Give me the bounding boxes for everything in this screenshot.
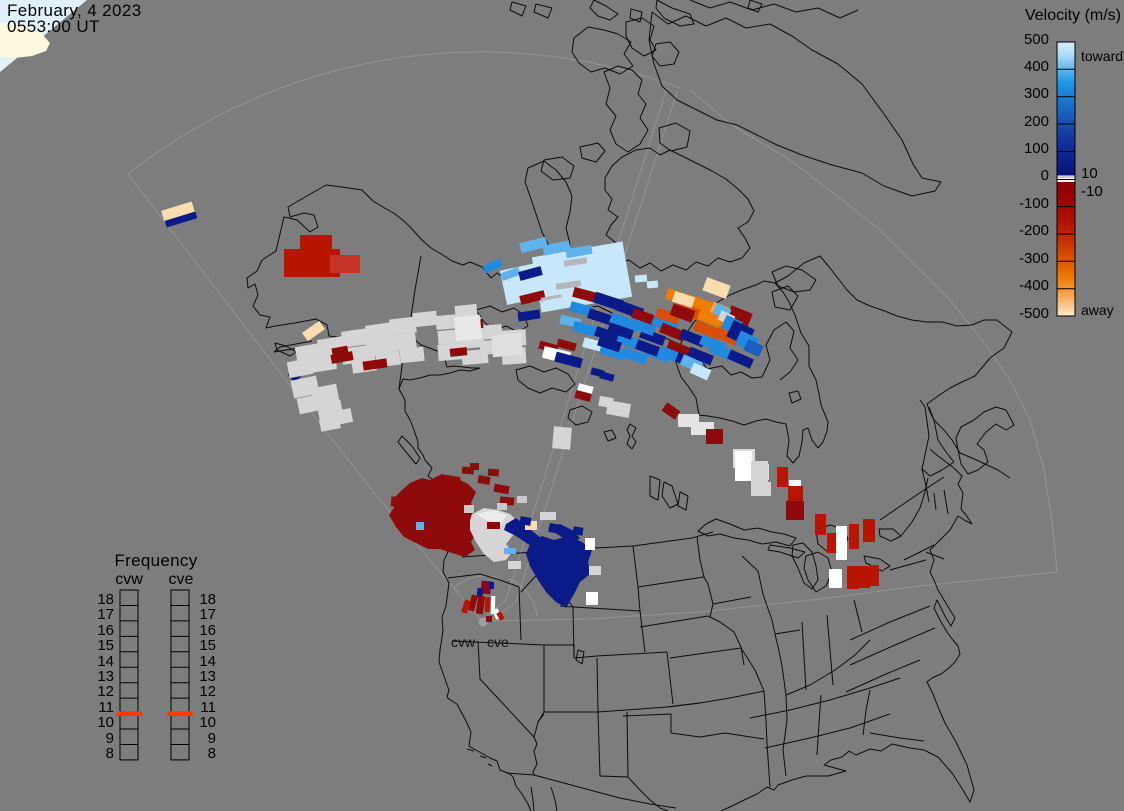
svg-text:cvw: cvw	[115, 571, 143, 588]
svg-text:400: 400	[1024, 58, 1049, 75]
svg-text:Velocity (m/s): Velocity (m/s)	[1025, 7, 1121, 24]
svg-text:12: 12	[199, 683, 216, 700]
svg-text:18: 18	[97, 591, 114, 608]
svg-text:16: 16	[199, 622, 216, 639]
svg-text:cve: cve	[487, 634, 509, 650]
svg-text:12: 12	[97, 683, 114, 700]
svg-text:cve: cve	[169, 571, 194, 588]
svg-text:11: 11	[98, 699, 114, 716]
svg-text:17: 17	[97, 606, 114, 623]
svg-text:February, 4 2023: February, 4 2023	[7, 1, 142, 20]
svg-text:18: 18	[199, 591, 216, 608]
svg-text:-10: -10	[1081, 183, 1103, 200]
svg-text:-100: -100	[1019, 195, 1049, 212]
svg-text:15: 15	[97, 637, 114, 654]
svg-text:-400: -400	[1019, 277, 1049, 294]
svg-text:15: 15	[199, 637, 216, 654]
svg-text:200: 200	[1024, 113, 1049, 130]
svg-text:100: 100	[1024, 140, 1049, 157]
svg-text:10: 10	[199, 714, 216, 731]
svg-text:13: 13	[199, 668, 216, 685]
svg-text:-200: -200	[1019, 222, 1049, 239]
svg-text:-300: -300	[1019, 250, 1049, 267]
svg-text:10: 10	[97, 714, 114, 731]
svg-text:13: 13	[97, 668, 114, 685]
svg-text:away: away	[1081, 302, 1114, 318]
svg-text:14: 14	[199, 653, 216, 670]
svg-text:9: 9	[208, 730, 216, 747]
svg-text:11: 11	[200, 699, 216, 716]
svg-text:cvw: cvw	[451, 634, 476, 650]
svg-text:-500: -500	[1019, 305, 1049, 322]
svg-text:500: 500	[1024, 31, 1049, 48]
svg-text:17: 17	[199, 606, 216, 623]
svg-text:toward: toward	[1081, 48, 1123, 64]
svg-text:0: 0	[1041, 167, 1049, 184]
svg-text:Frequency: Frequency	[114, 551, 197, 570]
svg-text:0553:00 UT: 0553:00 UT	[7, 17, 100, 36]
svg-text:8: 8	[208, 745, 216, 762]
svg-text:16: 16	[97, 622, 114, 639]
svg-text:14: 14	[97, 653, 114, 670]
svg-text:9: 9	[106, 730, 114, 747]
svg-text:8: 8	[106, 745, 114, 762]
svg-text:10: 10	[1081, 165, 1098, 182]
svg-text:300: 300	[1024, 85, 1049, 102]
